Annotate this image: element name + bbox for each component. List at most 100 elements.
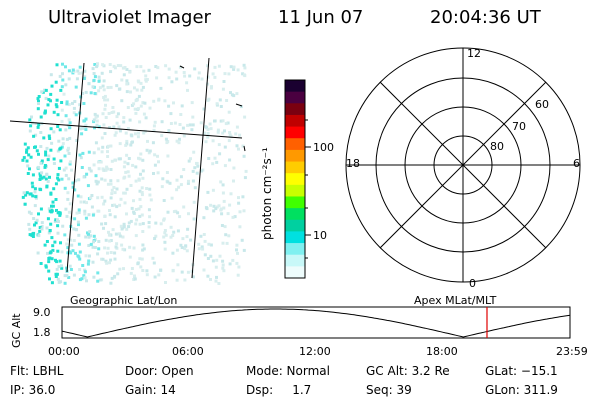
image-pixel [135,218,139,222]
image-pixel [66,251,70,255]
image-pixel [54,182,58,186]
orbit-y-tick-min: 1.8 [33,326,51,339]
image-pixel [127,157,131,160]
image-pixel [55,98,59,102]
image-pixel [160,134,164,138]
image-pixel [134,179,138,183]
image-pixel [47,269,51,273]
image-pixel [144,78,148,82]
image-pixel [57,166,61,170]
image-pixel [235,125,239,129]
image-pixel [191,275,195,279]
image-pixel [76,69,80,73]
image-pixel [45,184,49,188]
image-pixel [47,134,51,138]
image-pixel [213,119,216,123]
image-pixel [159,222,163,226]
image-pixel [124,170,128,174]
image-pixel [92,234,96,238]
image-pixel [203,239,207,243]
image-pixel [211,162,215,166]
image-pixel [148,187,152,191]
image-pixel [66,191,70,195]
image-pixel [165,171,169,174]
image-pixel [155,76,159,80]
image-pixel [191,169,195,173]
image-pixel [49,210,53,214]
image-pixel [97,167,101,171]
image-pixel [109,144,113,148]
gc-alt-info: GC Alt: 3.2 Re [366,364,450,378]
image-pixel [189,238,193,242]
image-pixel [118,142,122,146]
image-pixel [207,242,211,246]
image-pixel [50,84,54,88]
image-pixel [77,208,81,212]
image-pixel [40,159,44,163]
image-pixel [144,116,148,120]
time-label: 20:04:36 UT [430,7,541,28]
longitude-line-right [191,57,210,279]
image-pixel [126,127,130,130]
image-pixel [153,163,157,167]
image-pixel [213,75,217,79]
image-pixel [226,212,230,216]
image-pixel [97,79,101,83]
image-pixel [58,128,62,132]
image-pixel [134,222,138,226]
image-pixel [42,136,46,140]
image-pixel [215,102,219,106]
image-pixel [91,213,95,217]
colorbar-band [285,219,305,232]
image-pixel [30,181,34,185]
image-pixel [33,190,37,194]
image-pixel [72,239,76,242]
image-pixel [83,75,87,79]
image-pixel [91,85,95,89]
image-pixel [122,267,125,271]
image-pixel [211,188,215,192]
image-pixel [118,129,122,133]
image-pixel [202,268,206,272]
image-pixel [46,251,49,255]
image-pixel [61,72,64,76]
image-pixel [140,193,144,197]
image-pixel [113,158,117,162]
image-pixel [32,231,36,235]
image-pixel [78,257,82,261]
image-pixel [27,153,31,157]
image-pixel [185,81,189,85]
image-pixel [225,99,229,102]
image-pixel [67,118,71,122]
image-pixel [175,248,179,252]
image-pixel [228,158,232,162]
image-pixel [134,234,138,238]
lat-label-60: 60 [535,98,549,111]
image-pixel [141,269,145,272]
image-pixel [130,206,134,210]
image-pixel [109,179,113,183]
image-pixel [111,106,115,109]
image-pixel [171,234,175,237]
image-pixel [88,230,92,234]
image-pixel [113,203,117,207]
image-pixel [104,259,108,263]
image-pixel [36,97,40,101]
image-pixel [138,189,142,193]
image-pixel [168,181,172,185]
image-pixel [77,223,80,227]
image-pixel [87,213,91,217]
image-pixel [33,204,37,208]
image-pixel [92,163,96,167]
image-pixel [129,184,133,187]
image-pixel [103,215,107,218]
image-pixel [84,128,88,131]
image-pixel [81,126,85,130]
image-pixel [48,175,51,179]
image-pixel [227,110,231,114]
image-pixel [103,94,107,98]
image-pixel [233,215,237,219]
image-pixel [40,171,44,175]
image-pixel [118,267,122,271]
image-pixel [127,174,131,178]
